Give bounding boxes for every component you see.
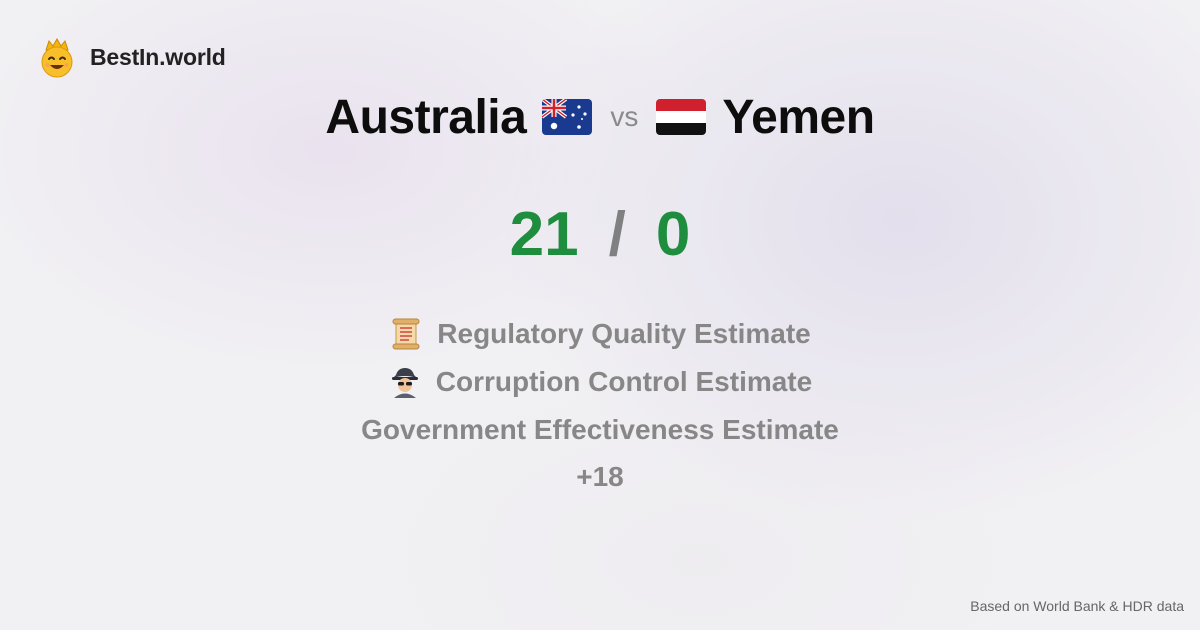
spy-icon — [391, 368, 418, 398]
metric-label: Government Effectiveness Estimate — [361, 414, 839, 445]
vs-label: vs — [610, 101, 639, 132]
right-country-name[interactable]: Yemen — [722, 90, 875, 144]
left-score: 21 — [509, 199, 579, 269]
score-separator: / — [608, 199, 626, 269]
scroll-icon — [392, 318, 420, 350]
score: 21 / 0 — [0, 196, 1200, 272]
metric-label: Regulatory Quality Estimate — [437, 318, 811, 349]
yemen-flag-icon — [656, 99, 707, 135]
right-score: 0 — [655, 199, 691, 269]
metric-government-effectiveness[interactable]: Government Effectiveness Estimate — [361, 406, 839, 454]
left-country-name[interactable]: Australia — [325, 90, 527, 144]
more-metrics-count[interactable]: +18 — [576, 461, 624, 492]
metric-label: Corruption Control Estimate — [435, 366, 813, 397]
australia-flag-icon — [542, 99, 593, 135]
brand[interactable]: BestIn.world — [38, 36, 226, 78]
brand-name: BestIn.world — [90, 43, 226, 70]
comparison-title: Australia vs Yemen — [0, 86, 1200, 148]
crown-smiley-icon — [41, 37, 73, 78]
metric-list: Regulatory Quality Estimate Corruption C… — [0, 310, 1200, 500]
metric-corruption-control[interactable]: Corruption Control Estimate — [388, 358, 812, 406]
data-source-note: Based on World Bank & HDR data — [970, 598, 1184, 614]
metric-regulatory-quality[interactable]: Regulatory Quality Estimate — [389, 310, 811, 358]
